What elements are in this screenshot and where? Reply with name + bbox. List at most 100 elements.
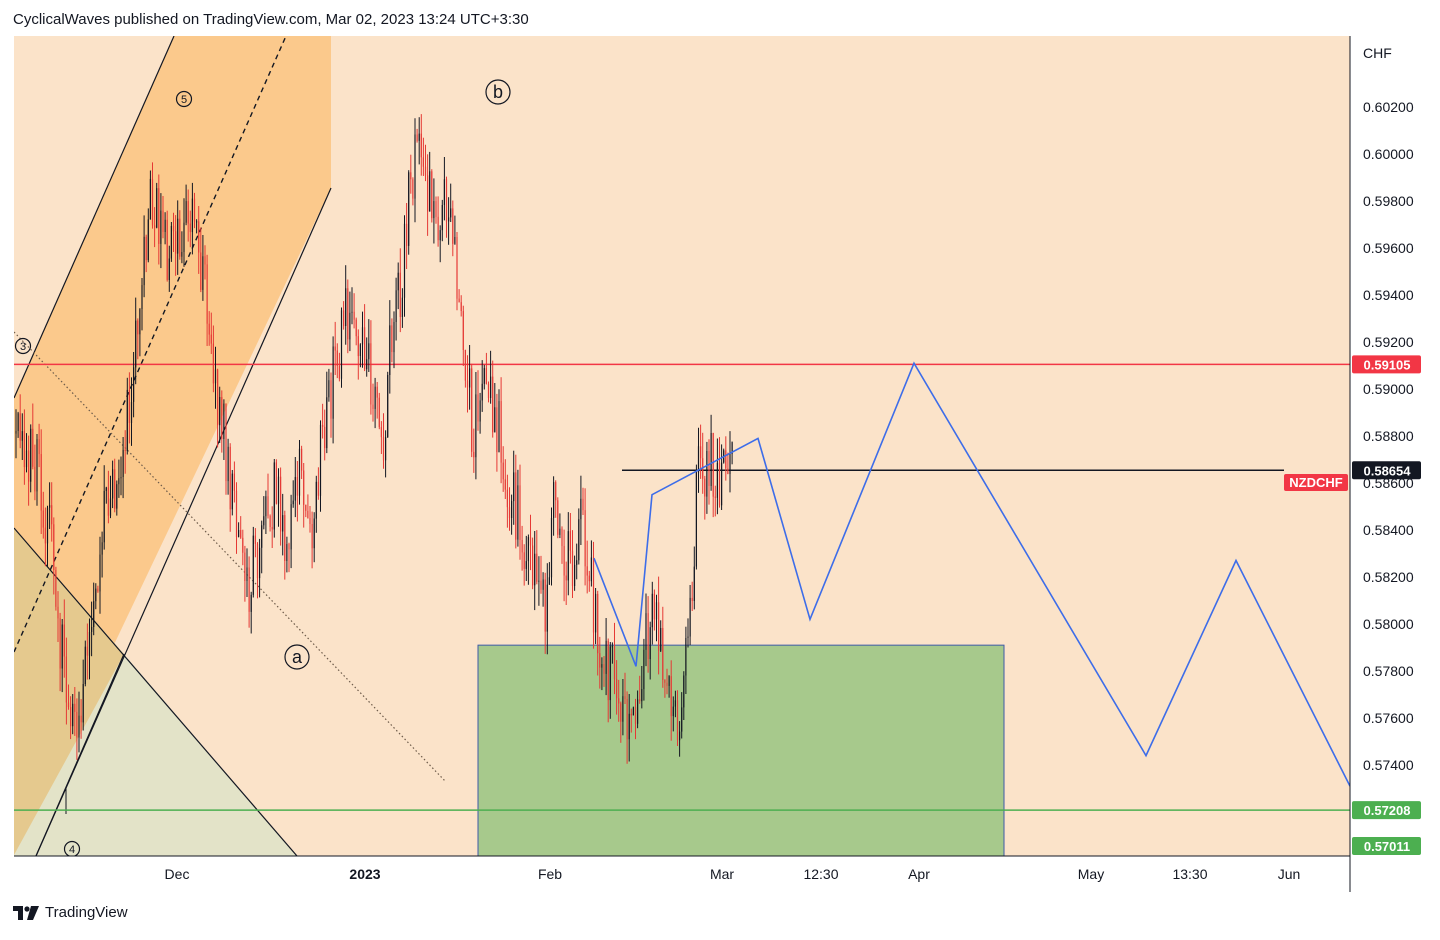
- candle-body: [511, 501, 513, 518]
- candle-body: [191, 198, 193, 233]
- candle-body: [361, 327, 364, 345]
- candle-body: [244, 552, 246, 581]
- x-tick-label: 12:30: [803, 866, 838, 882]
- candle-body: [689, 597, 691, 637]
- candle-body: [286, 544, 288, 561]
- candle-body: [576, 560, 578, 565]
- candle-body: [235, 490, 238, 537]
- candle-body: [78, 715, 80, 738]
- candle-body: [538, 580, 540, 582]
- candle-body: [116, 484, 118, 509]
- candle-body: [183, 222, 185, 252]
- candle-body: [637, 699, 639, 724]
- price-label-background: [1352, 355, 1421, 374]
- candle-body: [46, 507, 49, 544]
- footer-brand: TradingView: [45, 904, 128, 921]
- candle-body: [639, 699, 641, 702]
- candle-body: [464, 350, 466, 381]
- candle-body: [334, 346, 336, 351]
- candle-body: [53, 524, 55, 570]
- candle-body: [353, 311, 355, 320]
- candle-body: [128, 389, 130, 423]
- candle-body: [319, 424, 322, 496]
- y-tick-label: 0.59200: [1363, 334, 1414, 350]
- candle-body: [175, 231, 177, 254]
- channel-midline: [14, 36, 287, 653]
- candle-body: [540, 580, 542, 590]
- candle-body: [36, 439, 38, 492]
- candle-body: [30, 428, 32, 482]
- candle-body: [559, 528, 561, 535]
- candle-body: [666, 682, 668, 686]
- candle-body: [483, 368, 485, 384]
- candle-body: [168, 258, 170, 280]
- candle-body: [55, 570, 57, 607]
- candle-body: [645, 613, 647, 650]
- candle-body: [708, 451, 710, 486]
- candle-body: [443, 179, 445, 205]
- candle-body: [487, 383, 490, 398]
- candle-body: [364, 327, 366, 370]
- candle-body: [469, 368, 471, 388]
- candle-body: [496, 407, 498, 453]
- candle-body: [387, 375, 389, 438]
- x-tick-label: Jun: [1278, 866, 1301, 882]
- candle-body: [513, 472, 515, 502]
- price-chart[interactable]: 5 3 4 b a NZDCHF CHF 0.60200 0.60000 0.59800 0.…: [0, 0, 1440, 900]
- candle-body: [76, 711, 78, 738]
- candle-body: [475, 394, 477, 458]
- candle-body: [571, 550, 574, 586]
- candle-body: [521, 540, 523, 553]
- candle-body: [435, 201, 437, 217]
- price-label: 0.57011: [1364, 839, 1410, 854]
- x-tick-label: Feb: [538, 866, 562, 882]
- candle-body: [284, 515, 286, 561]
- candle-body: [378, 397, 380, 428]
- candle-body: [389, 325, 391, 375]
- channel-lower-line: [35, 187, 332, 856]
- candle-body: [380, 427, 382, 438]
- candle-body: [601, 664, 603, 668]
- candle-body: [574, 564, 576, 586]
- publisher-line: CyclicalWaves published on TradingView.c…: [13, 11, 529, 28]
- candle-body: [492, 376, 494, 433]
- y-tick-label: 0.57600: [1363, 710, 1414, 726]
- candle-body: [17, 413, 19, 431]
- candle-body: [210, 334, 212, 344]
- candle-body: [624, 696, 626, 699]
- candle-body: [519, 485, 521, 540]
- candle-body: [80, 715, 82, 723]
- y-tick-label: 0.60000: [1363, 146, 1414, 162]
- candle-body: [91, 627, 93, 632]
- candle-body: [578, 519, 580, 561]
- candle-body: [227, 446, 229, 482]
- candle-body: [548, 577, 550, 585]
- candle-body: [445, 179, 448, 222]
- candle-body: [317, 481, 319, 496]
- candle-body: [427, 175, 429, 212]
- candle-body: [349, 312, 351, 340]
- candle-body: [154, 225, 156, 228]
- candle-body: [500, 401, 502, 463]
- x-tick-label: Mar: [710, 866, 734, 882]
- candle-body: [658, 602, 660, 651]
- candle-body: [193, 198, 196, 222]
- demand-zone: [477, 644, 1005, 856]
- x-tick-label: 13:30: [1172, 866, 1207, 882]
- candle-body: [277, 476, 280, 504]
- candle-body: [561, 528, 563, 546]
- candle-body: [611, 646, 613, 648]
- candle-body: [456, 237, 458, 299]
- candle-body: [263, 516, 265, 526]
- candle-body: [166, 219, 168, 280]
- price-label: 0.59105: [1364, 357, 1411, 372]
- candle-body: [706, 451, 708, 497]
- candle-body: [653, 593, 655, 620]
- candle-body: [357, 336, 359, 357]
- candle-body: [309, 518, 311, 524]
- candle-body: [298, 448, 301, 496]
- candle-body: [466, 380, 469, 388]
- candle-body: [130, 402, 133, 423]
- candle-body: [679, 731, 681, 741]
- candle-body: [208, 323, 210, 335]
